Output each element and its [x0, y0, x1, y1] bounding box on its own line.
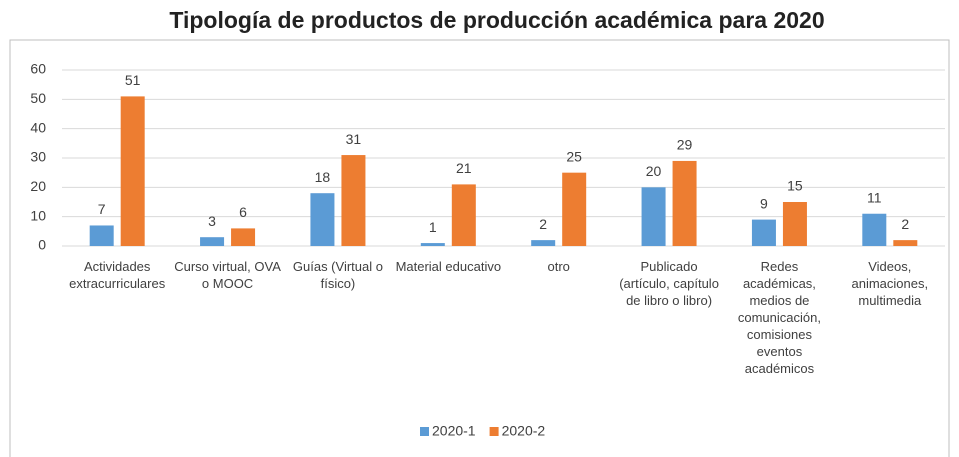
bar — [751, 219, 776, 246]
data-label: 6 — [239, 204, 247, 220]
data-label: 25 — [566, 148, 582, 164]
data-label: 20 — [646, 163, 662, 179]
x-tick-label: Redes académicas, medios de comunicación… — [737, 259, 821, 376]
chart-title: Tipología de productos de producción aca… — [169, 7, 824, 33]
data-label: 11 — [867, 189, 882, 205]
bar — [531, 240, 556, 246]
data-label: 18 — [315, 169, 331, 185]
y-tick-label: 50 — [30, 90, 46, 106]
chart-border — [9, 39, 950, 457]
y-tick-label: 40 — [30, 119, 46, 135]
bar — [672, 160, 697, 246]
bar — [562, 172, 587, 246]
x-tick-label: Material educativo — [395, 259, 502, 274]
legend-swatch — [489, 427, 499, 436]
data-label: 3 — [208, 213, 216, 229]
bar — [641, 187, 666, 246]
data-label: 9 — [760, 195, 768, 211]
data-label: 2 — [901, 216, 909, 232]
x-tick-label: Publicado (artículo, capítulo de libro o… — [619, 259, 719, 308]
data-label: 51 — [125, 72, 141, 88]
bar — [782, 202, 807, 246]
bar — [200, 237, 225, 246]
x-tick-label: Curso virtual, OVA o MOOC — [174, 259, 281, 291]
legend-label: 2020-1 — [432, 423, 476, 439]
legend-label: 2020-2 — [502, 423, 546, 439]
bar — [341, 155, 366, 246]
y-tick-label: 0 — [38, 237, 46, 253]
x-tick-label: Actividades extracurriculares — [69, 259, 166, 291]
x-tick-label: Videos, animaciones, multimedia — [851, 259, 929, 308]
bar — [231, 228, 256, 246]
y-tick-label: 60 — [30, 61, 46, 77]
data-label: 15 — [787, 178, 803, 194]
y-tick-label: 20 — [30, 178, 46, 194]
y-tick-label: 30 — [30, 149, 46, 165]
data-label: 1 — [429, 219, 437, 235]
y-tick-label: 10 — [30, 207, 46, 223]
data-label: 7 — [98, 201, 106, 217]
bar — [89, 225, 114, 246]
legend-swatch — [420, 427, 429, 436]
data-label: 29 — [677, 137, 693, 153]
data-label: 2 — [539, 216, 547, 232]
data-label: 31 — [346, 131, 362, 147]
data-label: 21 — [456, 160, 472, 176]
bar — [451, 184, 476, 246]
bar — [120, 96, 145, 247]
bar — [310, 193, 335, 246]
x-tick-label: Guías (Virtual o físico) — [292, 259, 383, 291]
x-tick-label: otro — [547, 259, 570, 274]
bar — [862, 213, 887, 246]
bar — [893, 240, 918, 246]
bar — [420, 243, 445, 246]
